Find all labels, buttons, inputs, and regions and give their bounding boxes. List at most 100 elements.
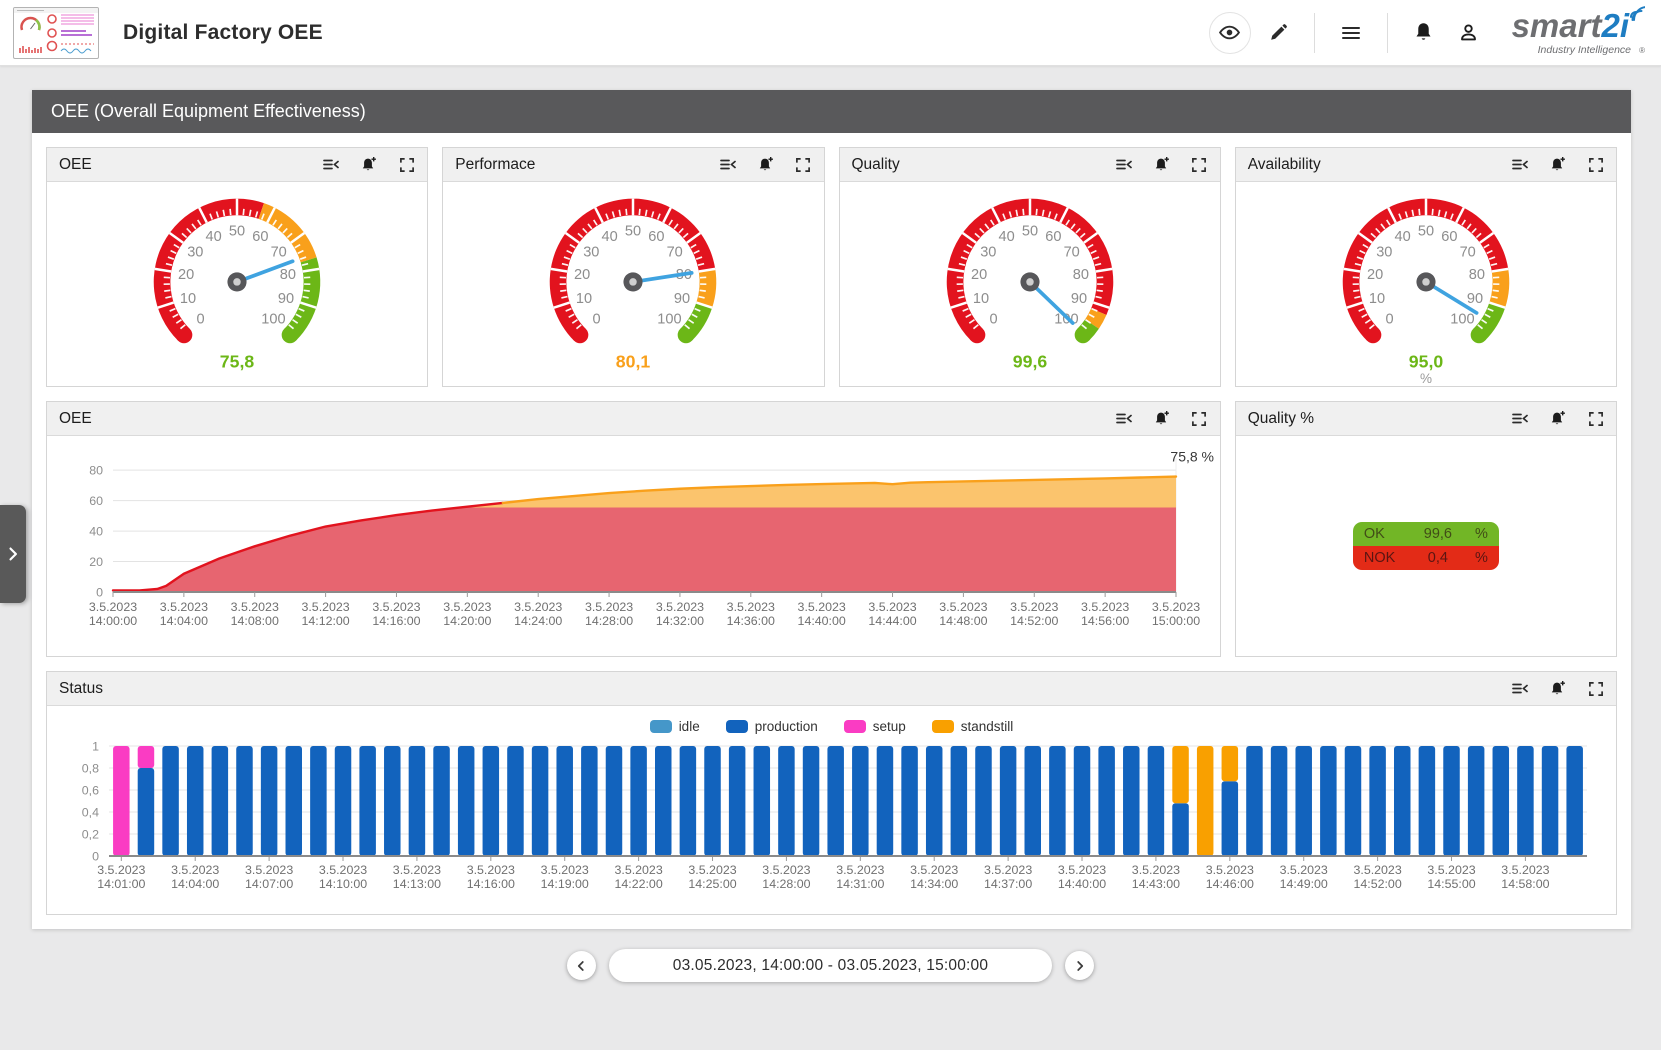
add-alarm-icon	[1155, 157, 1169, 171]
legend-toggle-button[interactable]	[1115, 156, 1132, 173]
svg-text:3.5.2023: 3.5.2023	[160, 600, 208, 614]
svg-text:3.5.2023: 3.5.2023	[372, 600, 420, 614]
svg-text:70: 70	[1063, 245, 1079, 261]
svg-text:100: 100	[658, 311, 682, 327]
svg-text:14:19:00: 14:19:00	[541, 877, 589, 891]
header-divider	[1313, 12, 1315, 53]
legend-toggle-icon	[1512, 413, 1528, 424]
menu-button[interactable]	[1333, 15, 1369, 51]
svg-text:0,6: 0,6	[82, 783, 99, 797]
svg-text:3.5.2023: 3.5.2023	[1501, 863, 1549, 877]
add-alarm-icon	[1155, 411, 1169, 425]
fullscreen-button[interactable]	[1191, 410, 1208, 427]
svg-text:20: 20	[89, 555, 103, 569]
next-period-button[interactable]	[1065, 951, 1095, 980]
svg-text:14:10:00: 14:10:00	[319, 877, 367, 891]
add-alarm-button[interactable]	[757, 156, 774, 173]
fullscreen-button[interactable]	[398, 156, 415, 173]
svg-text:3.5.2023: 3.5.2023	[1206, 863, 1254, 877]
legend-label: idle	[678, 718, 700, 734]
legend-toggle-icon	[323, 159, 340, 170]
registered-mark: ®	[1639, 46, 1645, 56]
svg-text:0,4: 0,4	[82, 805, 99, 819]
date-range-display[interactable]: 03.05.2023, 14:00:00 - 03.05.2023, 15:00…	[608, 949, 1053, 982]
prev-period-button[interactable]	[566, 951, 596, 980]
svg-text:14:08:00: 14:08:00	[231, 614, 279, 628]
svg-text:14:40:00: 14:40:00	[1058, 877, 1106, 891]
svg-text:3.5.2023: 3.5.2023	[762, 863, 810, 877]
svg-text:14:22:00: 14:22:00	[614, 877, 662, 891]
quality-nok-unit: %	[1474, 550, 1488, 566]
edit-button[interactable]	[1260, 15, 1296, 51]
svg-text:80: 80	[280, 267, 296, 283]
legend-toggle-button[interactable]	[1511, 410, 1528, 427]
quality-nok-value: 0,4	[1427, 550, 1448, 566]
svg-text:10: 10	[973, 291, 989, 307]
svg-text:3.5.2023: 3.5.2023	[614, 863, 662, 877]
sidebar-expand-tab[interactable]	[0, 505, 26, 603]
svg-text:3.5.2023: 3.5.2023	[1132, 863, 1180, 877]
svg-text:1: 1	[92, 739, 99, 753]
legend-item-setup[interactable]: setup	[843, 719, 906, 734]
svg-text:14:32:00: 14:32:00	[656, 614, 704, 628]
standstill-swatch	[931, 719, 954, 733]
legend-item-standstill[interactable]: standstill	[931, 719, 1013, 734]
quality-ok-unit: %	[1474, 526, 1488, 542]
legend-toggle-button[interactable]	[322, 156, 340, 173]
svg-text:50: 50	[1022, 223, 1038, 239]
legend-toggle-button[interactable]	[719, 156, 736, 173]
production-swatch	[725, 719, 748, 733]
dashboard-banner: OEE (Overall Equipment Effectiveness)	[32, 90, 1631, 133]
svg-text:100: 100	[261, 311, 285, 327]
add-alarm-button[interactable]	[360, 156, 377, 173]
fullscreen-button[interactable]	[1587, 156, 1604, 173]
svg-text:14:55:00: 14:55:00	[1427, 877, 1475, 891]
account-button[interactable]	[1451, 15, 1487, 51]
svg-text:14:12:00: 14:12:00	[301, 614, 349, 628]
svg-text:40: 40	[206, 229, 222, 245]
add-alarm-button[interactable]	[1549, 156, 1566, 173]
panel-oee-gauge: OEE 0 10 20 30 40 50 60 70 80 90 100 75,8	[46, 147, 429, 387]
svg-text:14:28:00: 14:28:00	[762, 877, 810, 891]
panel-title: Performace	[455, 155, 536, 173]
add-alarm-button[interactable]	[1549, 680, 1566, 697]
person-icon	[1461, 24, 1477, 41]
svg-text:20: 20	[971, 267, 987, 283]
fullscreen-button[interactable]	[1191, 156, 1208, 173]
quality-nok-label: NOK	[1363, 550, 1396, 566]
preview-button[interactable]	[1208, 11, 1251, 54]
legend-toggle-button[interactable]	[1115, 410, 1132, 427]
svg-text:3.5.2023: 3.5.2023	[443, 600, 491, 614]
svg-text:20: 20	[574, 267, 590, 283]
add-alarm-button[interactable]	[1153, 156, 1170, 173]
add-alarm-button[interactable]	[1153, 410, 1170, 427]
fullscreen-button[interactable]	[795, 156, 812, 173]
bell-icon	[1416, 23, 1431, 40]
svg-text:3.5.2023: 3.5.2023	[97, 863, 145, 877]
svg-text:14:04:00: 14:04:00	[171, 877, 219, 891]
fullscreen-icon	[399, 157, 414, 172]
svg-text:14:28:00: 14:28:00	[585, 614, 633, 628]
legend-item-idle[interactable]: idle	[649, 718, 700, 734]
notifications-button[interactable]	[1406, 15, 1442, 51]
signal-waves-icon	[1630, 6, 1645, 22]
legend-item-production[interactable]: production	[725, 719, 818, 734]
add-alarm-button[interactable]	[1549, 410, 1566, 427]
panel-quality-gauge: Quality 010203040506070809010099,6	[838, 147, 1221, 387]
fullscreen-button[interactable]	[1587, 680, 1604, 697]
time-range-pager: 03.05.2023, 14:00:00 - 03.05.2023, 15:00…	[0, 949, 1661, 982]
oee-trend-chart: 0204060803.5.202314:00:003.5.202314:04:0…	[89, 449, 1214, 628]
legend-toggle-button[interactable]	[1511, 680, 1528, 697]
svg-text:90: 90	[674, 291, 690, 307]
pencil-icon	[1270, 23, 1287, 40]
svg-text:14:31:00: 14:31:00	[836, 877, 884, 891]
svg-text:30: 30	[980, 245, 996, 261]
svg-text:3.5.2023: 3.5.2023	[656, 600, 704, 614]
dashboard-grid: OEE 0 10 20 30 40 50 60 70 80 90 100 75,8 Performac…	[32, 133, 1631, 929]
legend-toggle-button[interactable]	[1511, 156, 1528, 173]
svg-text:14:58:00: 14:58:00	[1501, 877, 1549, 891]
date-range-text: 03.05.2023, 14:00:00 - 03.05.2023, 15:00…	[672, 956, 989, 974]
svg-text:14:52:00: 14:52:00	[1353, 877, 1401, 891]
fullscreen-button[interactable]	[1587, 410, 1604, 427]
